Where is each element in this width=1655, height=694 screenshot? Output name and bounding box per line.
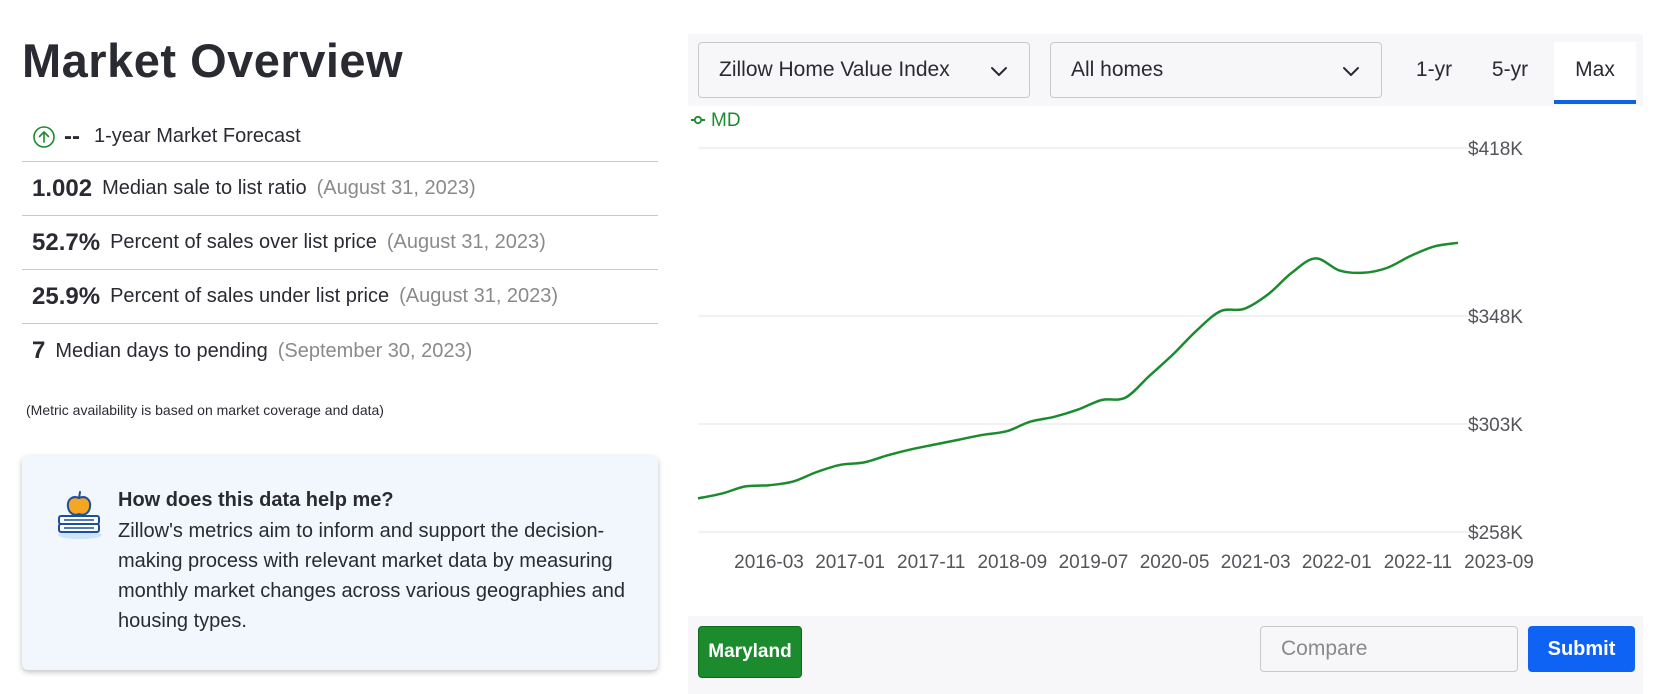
home-type-select[interactable]: All homes bbox=[1050, 42, 1382, 98]
submit-button[interactable]: Submit bbox=[1528, 626, 1635, 672]
compare-input[interactable] bbox=[1260, 626, 1518, 672]
help-title: How does this data help me? bbox=[118, 489, 394, 511]
y-tick-label: $258K bbox=[1468, 523, 1523, 544]
metric-row: 25.9% Percent of sales under list price … bbox=[22, 270, 658, 324]
x-tick-label: 2023-09 bbox=[1464, 552, 1534, 573]
tab-1-yr[interactable]: 1-yr bbox=[1415, 58, 1453, 81]
metric-label: Percent of sales under list price bbox=[110, 285, 390, 307]
index-select-value: Zillow Home Value Index bbox=[719, 58, 950, 81]
page-title: Market Overview bbox=[22, 34, 404, 87]
help-card: How does this data help me? Zillow's met… bbox=[22, 456, 658, 670]
market-overview-panel: Market Overview -- 1-year Market Forecas… bbox=[22, 30, 658, 418]
metric-row: 1.002 Median sale to list ratio (August … bbox=[22, 162, 658, 216]
metric-date: (September 30, 2023) bbox=[277, 339, 473, 362]
y-tick-label: $303K bbox=[1468, 415, 1523, 436]
x-tick-label: 2017-01 bbox=[815, 552, 885, 573]
metrics-list: -- 1-year Market Forecast 1.002 Median s… bbox=[22, 112, 658, 378]
metric-value: 1.002 bbox=[32, 174, 93, 202]
index-select[interactable]: Zillow Home Value Index bbox=[698, 42, 1030, 98]
chart-toolbar: Zillow Home Value Index All homes 1-yr 5… bbox=[688, 34, 1643, 106]
series-line-md bbox=[697, 241, 1459, 500]
chevron-down-icon bbox=[1341, 61, 1361, 81]
metric-label: Percent of sales over list price bbox=[110, 231, 377, 253]
x-tick-label: 2022-01 bbox=[1302, 552, 1372, 573]
y-tick-label: $348K bbox=[1468, 307, 1523, 328]
x-tick-label: 2020-05 bbox=[1140, 552, 1210, 573]
x-tick-label: 2017-11 bbox=[897, 552, 965, 573]
forecast-label: 1-year Market Forecast bbox=[93, 125, 301, 147]
tab-max[interactable]: Max bbox=[1554, 42, 1636, 104]
metric-label: Median sale to list ratio bbox=[102, 177, 307, 199]
help-text: Zillow's metrics aim to inform and suppo… bbox=[118, 520, 625, 632]
metric-date: (August 31, 2023) bbox=[316, 177, 476, 199]
chevron-down-icon bbox=[989, 61, 1009, 81]
chart-footer: Maryland Submit bbox=[688, 616, 1643, 694]
home-type-select-value: All homes bbox=[1071, 58, 1164, 81]
apple-on-books-icon bbox=[56, 490, 104, 540]
region-button-maryland[interactable]: Maryland bbox=[698, 626, 802, 678]
x-tick-label: 2018-09 bbox=[977, 552, 1047, 573]
x-tick-label: 2022-11 bbox=[1384, 552, 1452, 573]
x-tick-label: 2016-03 bbox=[734, 552, 804, 573]
metric-value: 25.9% bbox=[32, 282, 101, 310]
legend-label: MD bbox=[711, 110, 741, 131]
metric-label: Median days to pending bbox=[55, 339, 268, 362]
x-tick-label: 2019-07 bbox=[1059, 552, 1129, 573]
metric-value: 52.7% bbox=[32, 228, 101, 256]
chart-area: $258K $303K $348K $418K 2016-03 2017-01 2017-1… bbox=[688, 106, 1643, 616]
tab-5-yr[interactable]: 5-yr bbox=[1491, 58, 1529, 81]
legend-marker-icon bbox=[693, 115, 703, 125]
metric-row: 52.7% Percent of sales over list price (… bbox=[22, 216, 658, 270]
metric-date: (August 31, 2023) bbox=[386, 231, 546, 253]
forecast-row: -- 1-year Market Forecast bbox=[22, 112, 658, 162]
metric-row: 7 Median days to pending (September 30, … bbox=[22, 324, 658, 378]
home-value-chart: $258K $303K $348K $418K 2016-03 2017-01 2017-1… bbox=[691, 110, 1534, 573]
metric-value: 7 bbox=[32, 337, 46, 364]
y-tick-label: $418K bbox=[1468, 139, 1523, 160]
legend-item-md[interactable]: MD bbox=[691, 110, 741, 131]
x-tick-label: 2021-03 bbox=[1221, 552, 1291, 573]
metric-note: (Metric availability is based on market … bbox=[26, 402, 384, 418]
chart-panel: Zillow Home Value Index All homes 1-yr 5… bbox=[688, 34, 1643, 694]
arrow-up-circle-icon bbox=[32, 125, 56, 149]
forecast-value: -- bbox=[64, 122, 80, 150]
metric-date: (August 31, 2023) bbox=[399, 285, 559, 307]
